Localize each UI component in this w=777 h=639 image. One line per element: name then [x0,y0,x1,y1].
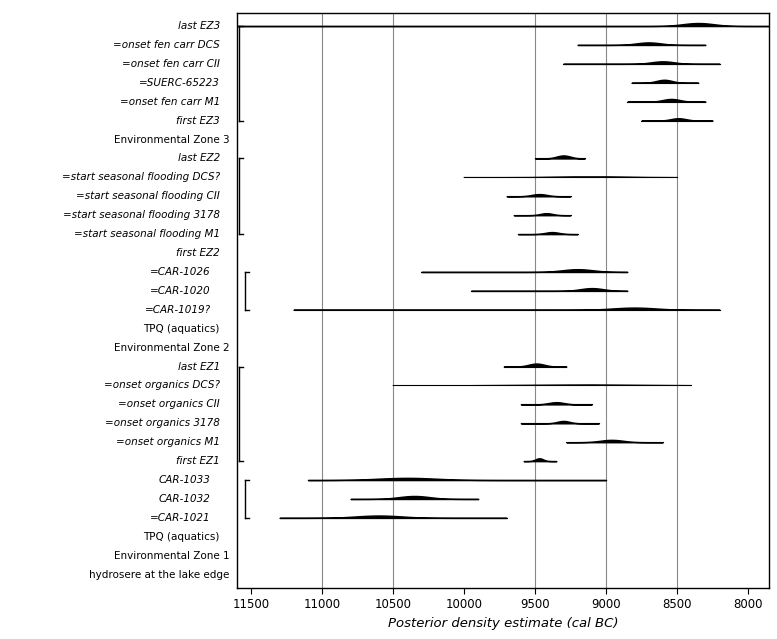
Text: TPQ (aquatics): TPQ (aquatics) [144,324,220,334]
Text: Environmental Zone 3: Environmental Zone 3 [113,135,229,144]
Text: =start seasonal flooding 3178: =start seasonal flooding 3178 [63,210,220,220]
Text: last EZ2: last EZ2 [178,153,220,164]
Text: =CAR-1026: =CAR-1026 [150,267,211,277]
Text: Environmental Zone 2: Environmental Zone 2 [113,343,229,353]
Text: =CAR-1021: =CAR-1021 [150,513,211,523]
Text: =onset organics 3178: =onset organics 3178 [105,419,220,428]
Text: =onset fen carr DCS: =onset fen carr DCS [113,40,220,50]
Text: =CAR-1020: =CAR-1020 [150,286,211,296]
Text: last EZ3: last EZ3 [178,21,220,31]
Text: =onset fen carr M1: =onset fen carr M1 [120,96,220,107]
Text: last EZ1: last EZ1 [178,362,220,371]
Text: first EZ1: first EZ1 [176,456,220,466]
Text: TPQ (aquatics): TPQ (aquatics) [144,532,220,542]
Text: first EZ2: first EZ2 [176,248,220,258]
Text: hydrosere at the lake edge: hydrosere at the lake edge [89,569,229,580]
Text: =start seasonal flooding M1: =start seasonal flooding M1 [74,229,220,239]
Text: =CAR-1019?: =CAR-1019? [145,305,211,315]
X-axis label: Posterior density estimate (cal BC): Posterior density estimate (cal BC) [388,617,618,630]
Text: CAR-1033: CAR-1033 [159,475,211,485]
Text: =onset fen carr CII: =onset fen carr CII [122,59,220,69]
Text: first EZ3: first EZ3 [176,116,220,126]
Text: Environmental Zone 1: Environmental Zone 1 [113,551,229,560]
Text: CAR-1032: CAR-1032 [159,494,211,504]
Text: =start seasonal flooding DCS?: =start seasonal flooding DCS? [61,173,220,182]
Text: =onset organics CII: =onset organics CII [118,399,220,410]
Text: =onset organics DCS?: =onset organics DCS? [104,380,220,390]
Text: =SUERC-65223: =SUERC-65223 [139,78,220,88]
Text: =onset organics M1: =onset organics M1 [116,437,220,447]
Text: =start seasonal flooding CII: =start seasonal flooding CII [76,191,220,201]
